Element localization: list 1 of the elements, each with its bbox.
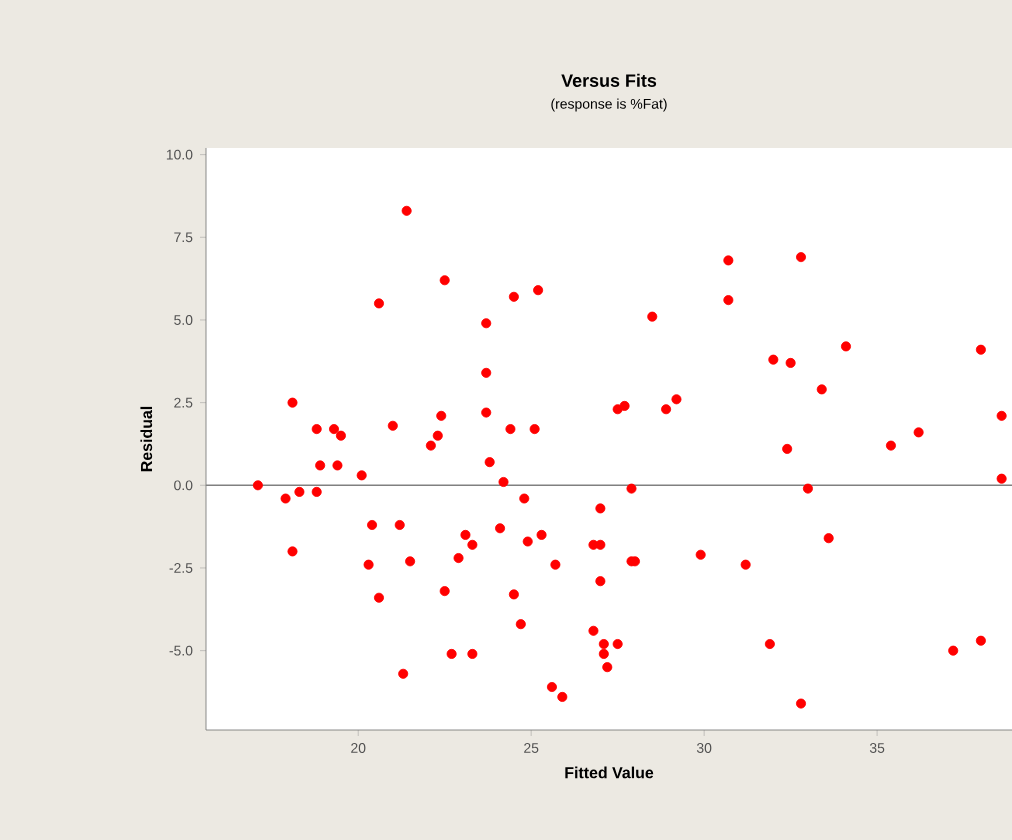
chart-title: Versus Fits [561,73,657,87]
